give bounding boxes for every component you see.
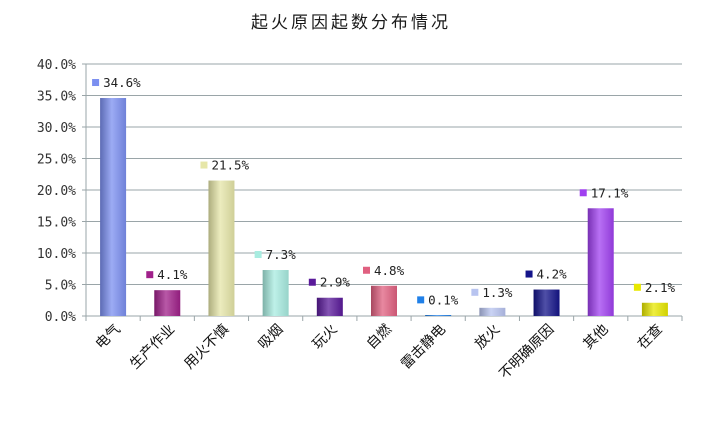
bar [208,180,235,316]
y-tick-label: 10.0% [37,247,76,262]
x-category-label: 雷击静电 [398,322,449,373]
legend-key-icon [254,251,262,259]
data-label: 34.6% [103,75,141,90]
y-tick-label: 25.0% [37,153,76,168]
y-tick-label: 40.0% [37,58,76,73]
y-tick-label: 35.0% [37,90,76,105]
legend-key-icon [471,288,479,296]
y-tick-label: 15.0% [37,216,76,231]
bar [154,290,181,316]
bar [371,285,397,316]
y-tick-label: 20.0% [37,184,76,199]
y-axis: 0.0% 5.0% 10.0% 15.0% 20.0% 25.0% 30.0% 35.0% 40… [37,58,87,325]
data-label: 17.1% [591,185,629,200]
x-category-label: 放火 [472,322,503,353]
legend-key-icon [417,296,425,304]
x-category-label: 在查 [635,322,666,353]
bar [100,98,127,317]
x-category-label: 吸烟 [255,322,286,353]
data-label: 4.2% [537,267,568,282]
legend-key-icon [579,189,587,197]
bar [262,270,289,316]
y-tick-label: 5.0% [45,279,76,294]
x-category-label: 不明确原因 [497,322,558,383]
bar [587,208,614,316]
data-label: 2.9% [320,275,351,290]
bar [425,315,452,316]
y-tick-label: 0.0% [45,310,76,325]
legend-key-icon [633,283,641,291]
x-category-label: 玩火 [310,322,341,353]
data-label: 0.1% [428,292,459,307]
bar [533,289,560,316]
legend-key-icon [363,266,370,274]
x-category-label: 电气 [93,322,124,353]
legend-key-icon [146,271,154,279]
bars: 34.6% 4.1% 21.5% 7.3% 2.9% 4.8% 0.1% 1.3% 4.2% 17… [92,75,676,317]
data-label: 1.3% [482,285,513,300]
y-tick-label: 30.0% [37,121,76,136]
data-label: 7.3% [266,247,297,262]
x-category-label: 自燃 [363,321,395,353]
legend-key-icon [200,161,208,169]
legend-key-icon [92,79,100,87]
data-label: 21.5% [211,158,249,173]
chart-title: 起火原因起数分布情况 [251,13,451,33]
x-category-label: 生产作业 [127,322,178,373]
x-category-label: 用火不慎 [181,322,232,373]
bar [641,302,668,316]
bar [316,297,343,316]
x-category-label: 其他 [580,322,611,353]
legend-key-icon [525,270,533,278]
data-label: 2.1% [645,280,676,295]
data-label: 4.8% [374,263,405,278]
bar [479,307,506,316]
legend-key-icon [308,278,316,286]
data-label: 4.1% [157,267,188,282]
